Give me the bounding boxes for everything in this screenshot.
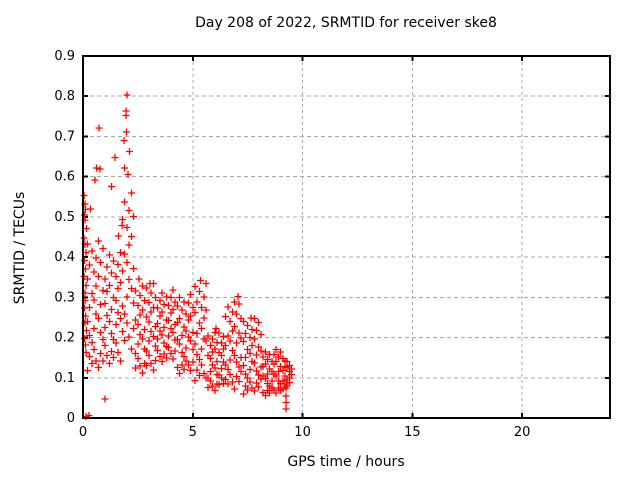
- y-tick-label: 0.2: [54, 331, 75, 346]
- y-tick-label: 0.9: [54, 49, 75, 64]
- y-tick-label: 0.6: [54, 170, 75, 185]
- y-tick-label: 0.5: [54, 210, 75, 225]
- y-axis-label: SRMTID / TECUs: [12, 192, 28, 305]
- chart-title: Day 208 of 2022, SRMTID for receiver ske…: [195, 15, 497, 31]
- y-tick-label: 0.7: [54, 129, 75, 144]
- y-tick-label: 0.8: [54, 89, 75, 104]
- x-tick-label: 20: [514, 425, 531, 440]
- data-points: [80, 91, 295, 420]
- y-tick-label: 0.3: [54, 290, 75, 305]
- x-tick-label: 0: [79, 425, 87, 440]
- y-tick-label: 0.4: [54, 250, 75, 265]
- y-tick-label: 0.1: [54, 371, 75, 386]
- x-axis-label: GPS time / hours: [287, 454, 404, 470]
- y-tick-label: 0: [67, 411, 75, 426]
- x-tick-label: 10: [294, 425, 311, 440]
- scatter-markers: [80, 91, 295, 420]
- tick-labels: 0 5 10 15 20 0 0.1 0.2 0.3 0.4 0.5 0.6 0.7 0.8 0.9: [54, 49, 530, 440]
- x-tick-label: 5: [189, 425, 197, 440]
- x-tick-label: 15: [404, 425, 421, 440]
- plot-border: [82, 55, 611, 419]
